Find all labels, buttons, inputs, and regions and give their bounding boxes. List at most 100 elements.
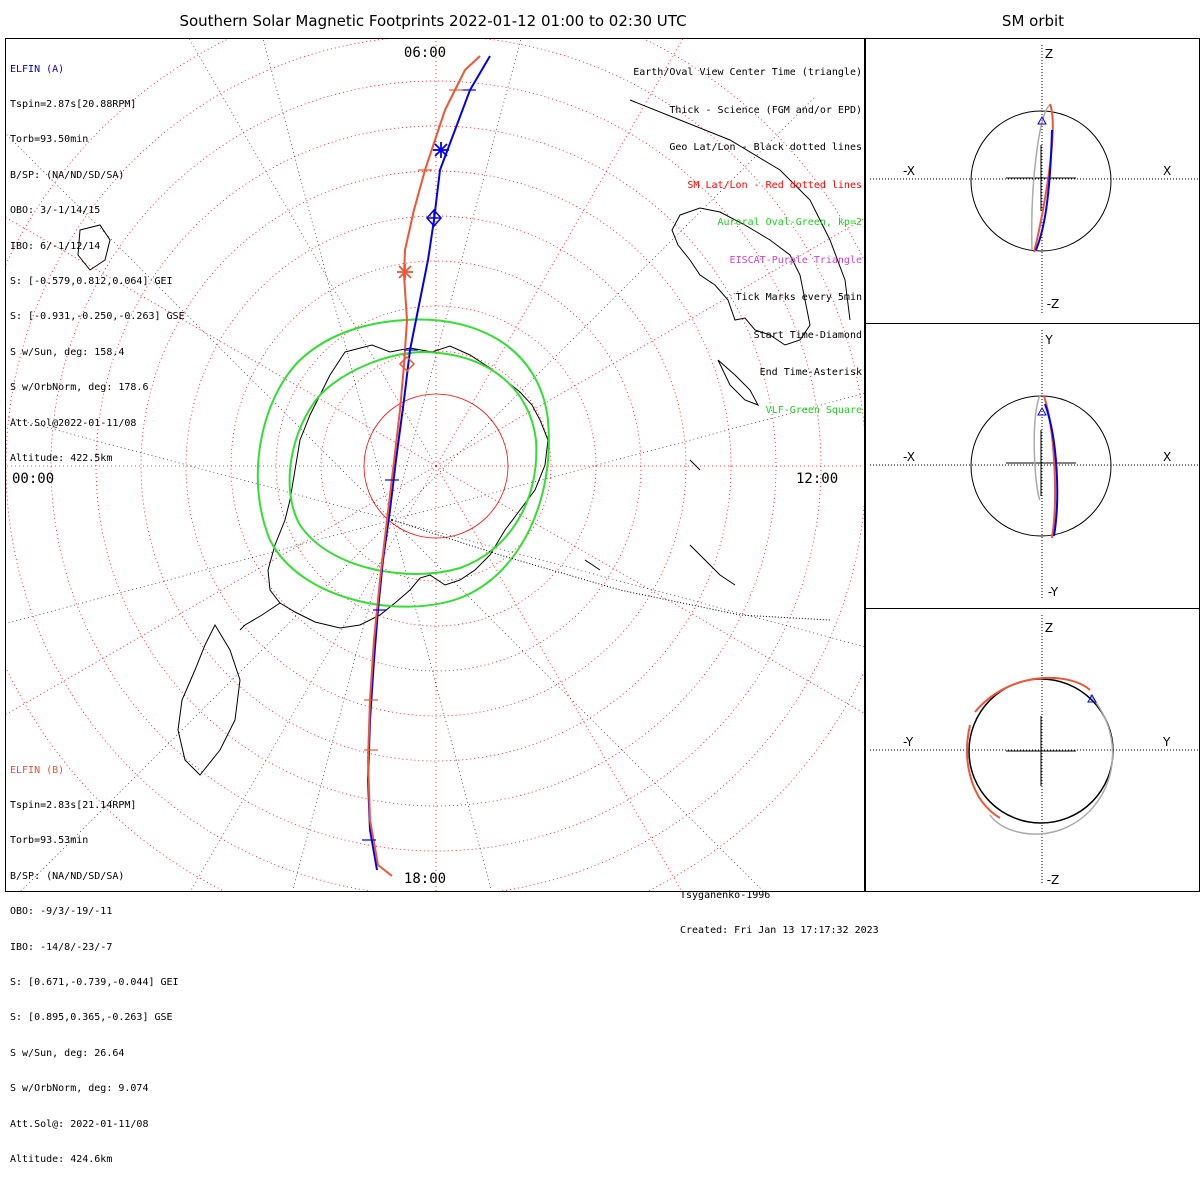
elfin-b-line: Altitude: 424.6km <box>10 1153 113 1165</box>
antarctic-peninsula <box>239 602 281 631</box>
legend-item: Geo Lat/Lon - Black dotted lines <box>669 142 862 153</box>
coast-fragment <box>689 459 701 471</box>
elfin-b-line: S: [0.671,-0.739,-0.044] GEI <box>10 976 179 988</box>
orbit-panel-xz <box>870 45 1198 315</box>
australia-coastline <box>671 207 811 346</box>
geo-longitude-line <box>391 95 817 521</box>
panel1-right-label: X <box>1163 164 1171 178</box>
elfin-a-start-diamond <box>426 208 442 228</box>
elfin-a-line: OBO: 3/-1/14/15 <box>10 205 101 217</box>
auroral-oval-outer <box>256 318 550 608</box>
legend-item: Start Time-Diamond <box>753 329 862 341</box>
elfin-a-info: ELFIN (A) Tspin=2.87s[20.88RPM] Torb=93.… <box>10 40 185 476</box>
panel1-top-label: Z <box>1045 47 1053 61</box>
panel2-top-label: Y <box>1044 333 1053 347</box>
footer: Tsyganenko-1996 Created: Fri Jan 13 17:1… <box>680 866 879 949</box>
legend-item: Thick - Science (FGM and/or EPD) <box>669 104 862 116</box>
elfin-b-line: B/SP: (NA/ND/SD/SA) <box>10 870 125 882</box>
sm-longitude-spoke <box>435 465 864 714</box>
geo-longitude-line <box>20 519 393 891</box>
sm-orbit-title: SM orbit <box>1001 12 1065 30</box>
new-zealand-coastline <box>717 359 760 406</box>
elfin-b-line: Att.Sol@: 2022-01-11/08 <box>10 1118 149 1130</box>
elfin-a-line: S: [-0.931,-0.250,-0.263] GSE <box>10 311 185 323</box>
antarctica-coastline <box>267 344 549 629</box>
geo-longitude-line <box>391 39 522 521</box>
map-label-12: 12:00 <box>796 471 838 487</box>
elfin-a-header: ELFIN (A) <box>10 63 65 75</box>
elfin-a-line: Torb=93.50min <box>10 134 89 146</box>
africa-coastline <box>77 224 111 271</box>
map-label-06: 06:00 <box>404 45 446 61</box>
elfin-b-line: OBO: -9/3/-19/-11 <box>10 906 113 918</box>
elfin-b-header: ELFIN (B) <box>10 764 65 776</box>
elfin-b-start-diamond <box>398 355 416 373</box>
terminator-line <box>391 519 831 621</box>
sm-latitude-circle <box>185 215 687 717</box>
sm-latitude-circle <box>140 170 732 762</box>
panel2-bottom-label: -Y <box>1048 585 1059 599</box>
sm-longitude-spoke <box>6 465 437 715</box>
elfin-b-line: S: [0.895,0.365,-0.263] GSE <box>10 1012 173 1024</box>
legend-item: End Time-Asterisk <box>759 367 862 378</box>
map-label-18: 18:00 <box>404 871 446 887</box>
asia-coastline <box>629 99 851 321</box>
geo-longitude-line <box>391 519 492 891</box>
sm-latitude-circle <box>320 350 552 582</box>
legend-item: Auroral Oval-Green, kp=2 <box>717 217 863 228</box>
panel3-bottom-label: -Z <box>1047 873 1060 887</box>
geo-grid <box>6 39 864 891</box>
geo-longitude-line <box>391 393 864 521</box>
legend-item: Tick Marks every 5min <box>735 292 862 303</box>
sm-longitude-spoke <box>435 465 682 891</box>
geo-longitude-line <box>6 133 393 521</box>
sm-longitude-spoke <box>435 39 683 467</box>
panel3-right-label: Y <box>1162 735 1171 749</box>
elfin-b-footprint-track <box>366 55 481 877</box>
elfin-b-line: IBO: -14/8/-23/-7 <box>10 941 113 953</box>
elfin-a-line: IBO: 6/-1/12/14 <box>10 240 101 252</box>
legend: Earth/Oval View Center Time (triangle) T… <box>633 42 862 430</box>
map-frame <box>5 38 865 892</box>
panel3-left-label: -Y <box>903 735 914 749</box>
geo-longitude-line <box>6 416 393 521</box>
geo-longitude-line <box>391 519 864 647</box>
elfin-a-line: S w/Sun, deg: 158.4 <box>10 346 125 358</box>
elfin-b-line: S w/OrbNorm, deg: 9.074 <box>10 1083 149 1095</box>
elfin-a-line: Att.Sol@2022-01-11/08 <box>10 417 137 429</box>
panel3-top-label: Z <box>1045 621 1053 635</box>
elfin-a-line: B/SP: (NA/ND/SD/SA) <box>10 169 125 181</box>
elfin-a-line: Altitude: 422.5km <box>10 452 113 464</box>
auroral-oval-inner <box>288 350 538 575</box>
southern-islands <box>689 544 736 586</box>
orbit-panel-yz <box>870 615 1198 885</box>
sm-longitude-spoke <box>190 465 437 891</box>
model-label: Tsyganenko-1996 <box>680 889 771 901</box>
indian-ocean-islands <box>584 559 601 571</box>
panel2-right-label: X <box>1163 450 1171 464</box>
legend-item: VLF-Green Square <box>765 404 862 416</box>
legend-item: Earth/Oval View Center Time (triangle) <box>633 67 862 78</box>
elfin-b-info: ELFIN (B) Tspin=2.83s[21.14RPM] Torb=93.… <box>10 741 179 1177</box>
elfin-a-line: S: [-0.579,0.812,0.064] GEI <box>10 275 173 287</box>
geo-longitude-line <box>262 39 393 521</box>
panel2-left-label: -X <box>903 450 915 464</box>
legend-item: EISCAT-Purple Triangle <box>729 254 862 266</box>
elfin-a-tick-marks <box>362 89 476 841</box>
elfin-a-line: S w/OrbNorm, deg: 178.6 <box>10 382 149 394</box>
auroral-ovals <box>256 318 550 608</box>
geo-longitude-line <box>292 519 393 891</box>
elfin-b-tick-marks <box>364 89 463 751</box>
elfin-b-line: Tspin=2.83s[21.14RPM] <box>10 799 137 811</box>
polar-map: 06:00 18:00 00:00 12:00 <box>6 39 864 891</box>
elfin-a-line: Tspin=2.87s[20.88RPM] <box>10 98 137 110</box>
sm-orbit-panels: Z -Z -X X Y -Y -X X Z -Z -Y Y <box>870 45 1198 887</box>
geo-longitude-line <box>391 519 764 891</box>
plot-title: Southern Solar Magnetic Footprints 2022-… <box>179 12 687 30</box>
elfin-b-line: Torb=93.53min <box>10 835 89 847</box>
panel1-left-label: -X <box>903 164 915 178</box>
sm-longitude-spoke <box>6 217 437 467</box>
elfin-b-end-asterisk <box>397 264 413 280</box>
elfin-a-end-asterisk <box>433 142 449 158</box>
legend-item: SM Lat/Lon - Red dotted lines <box>687 179 862 191</box>
